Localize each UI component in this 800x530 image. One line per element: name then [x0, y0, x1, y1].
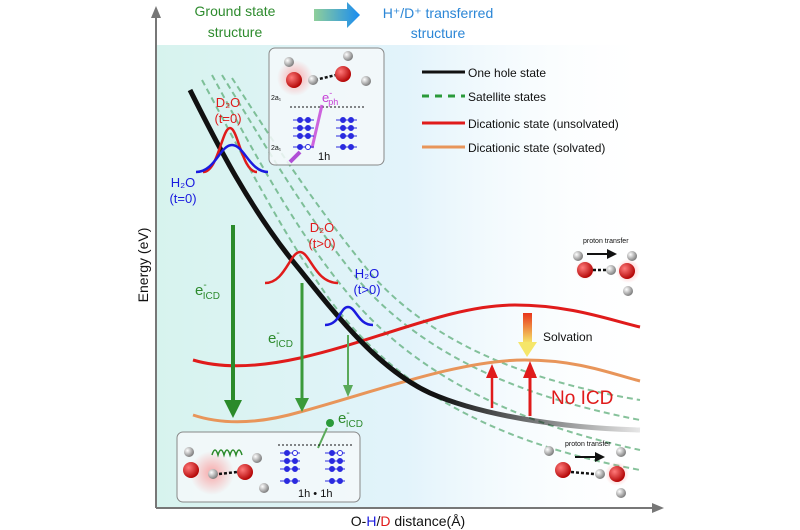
hydrogen-atom	[343, 51, 353, 61]
legend-label: Dicationic state (solvated)	[468, 141, 605, 155]
photon-icon	[288, 150, 302, 164]
hydrogen-atom	[361, 76, 371, 86]
top-inset: 2a₁ e-ph 2a₁ 1h	[268, 47, 385, 166]
no-icd-arrowhead-icon	[486, 364, 498, 378]
proton-transfer-label: proton transfer	[565, 441, 611, 448]
d2o-t1-wavepacket	[264, 250, 339, 285]
orbital-levels-left	[293, 117, 314, 150]
oxygen-atom	[335, 66, 351, 82]
bottom-inset: 1h • 1h	[176, 419, 361, 503]
h2o-t0-time: (t=0)	[169, 191, 196, 206]
transferred-label: H⁺/D⁺ transferred	[383, 5, 493, 21]
hydrogen-bond	[314, 73, 337, 82]
transfer-arrow-icon	[314, 2, 360, 28]
h2o-t0-wavepacket	[195, 143, 269, 174]
orbital-levels-right	[336, 117, 357, 150]
e-ph-label: e-ph	[322, 88, 338, 107]
d2o-t0-label: D₂O	[216, 95, 241, 110]
hole-label: 1h	[318, 151, 330, 163]
ground-state-label-2: structure	[208, 24, 263, 40]
hydrogen-atom	[284, 57, 294, 67]
oxygen-atom	[555, 462, 571, 478]
legend-label: Dicationic state (unsolvated)	[468, 117, 619, 131]
hydrogen-atom	[184, 447, 194, 457]
oxygen-atom	[619, 263, 635, 279]
oxygen-atom	[183, 462, 199, 478]
d2o-t0-time: (t=0)	[214, 111, 241, 126]
oxygen-atom	[577, 262, 593, 278]
orbital-levels-bottom	[280, 450, 345, 484]
icd-arrowhead-icon	[343, 385, 353, 397]
y-axis-arrow-icon	[151, 6, 161, 18]
x-axis-arrow-icon	[652, 503, 664, 513]
ground-state-label: Ground state	[195, 3, 276, 19]
photoelectron-path	[310, 104, 324, 149]
legend: One hole state Satellite states Dication…	[422, 66, 619, 155]
solvation-arrowhead-icon	[518, 342, 537, 357]
energy-transfer-wave	[211, 449, 243, 458]
dicationic-unsolvated-curve	[192, 303, 641, 368]
icd-arrowhead-icon	[224, 400, 242, 418]
e-icd-label: e-ICD	[195, 280, 220, 302]
hydrogen-atom	[308, 75, 318, 85]
proton-transfer-molecule-top: proton transfer	[573, 238, 640, 296]
oxygen-atom	[237, 464, 253, 480]
header: Ground state structure H⁺/D⁺ transferred…	[195, 2, 493, 41]
h2o-t1-wavepacket	[324, 305, 374, 327]
icd-arrowhead-icon	[295, 398, 309, 412]
proton-transfer-label: proton transfer	[583, 238, 629, 245]
hole-label: 1h • 1h	[298, 488, 332, 500]
oxygen-atom	[609, 466, 625, 482]
legend-label: One hole state	[468, 66, 546, 80]
hydrogen-atom	[252, 453, 262, 463]
legend-label: Satellite states	[468, 90, 546, 104]
orbital-label: 2a₁	[271, 145, 282, 152]
d2o-t1-time: (t>0)	[308, 236, 335, 251]
no-icd-label: No ICD	[551, 388, 613, 409]
proton-transfer-molecule-bottom: proton transfer	[544, 441, 629, 498]
h2o-t0-label: H₂O	[171, 175, 196, 190]
solvation-arrow	[523, 313, 532, 343]
satellite-curve	[201, 79, 641, 471]
background-gradient	[156, 45, 656, 507]
h2o-t1-time: (t>0)	[353, 282, 380, 297]
hydrogen-atom	[208, 469, 218, 479]
no-icd-arrowhead-icon	[523, 361, 537, 378]
x-axis-label: O-H/D distance(Å)	[351, 513, 465, 529]
e-icd-label: e-ICD	[268, 328, 293, 350]
oxygen-atom	[286, 72, 302, 88]
transferred-label-2: structure	[411, 25, 466, 41]
one-hole-state-curve	[187, 88, 641, 433]
dicationic-solvated-curve	[192, 358, 641, 424]
icd-labels: e-ICD e-ICD e-ICD	[195, 280, 363, 430]
solvation-label: Solvation	[543, 330, 592, 344]
y-axis-label: Energy (eV)	[135, 228, 151, 303]
d2o-t1-label: D₂O	[310, 220, 335, 235]
emitted-electron-icon	[326, 419, 334, 427]
satellite-curve	[231, 77, 641, 401]
axes: Energy (eV) O-H/D distance(Å)	[135, 6, 664, 529]
hydrogen-bond	[218, 470, 238, 476]
e-icd-label: e-ICD	[338, 408, 363, 430]
orbital-label: 2a₁	[271, 95, 282, 102]
hydrogen-atom	[259, 483, 269, 493]
h2o-t1-label: H₂O	[355, 266, 380, 281]
